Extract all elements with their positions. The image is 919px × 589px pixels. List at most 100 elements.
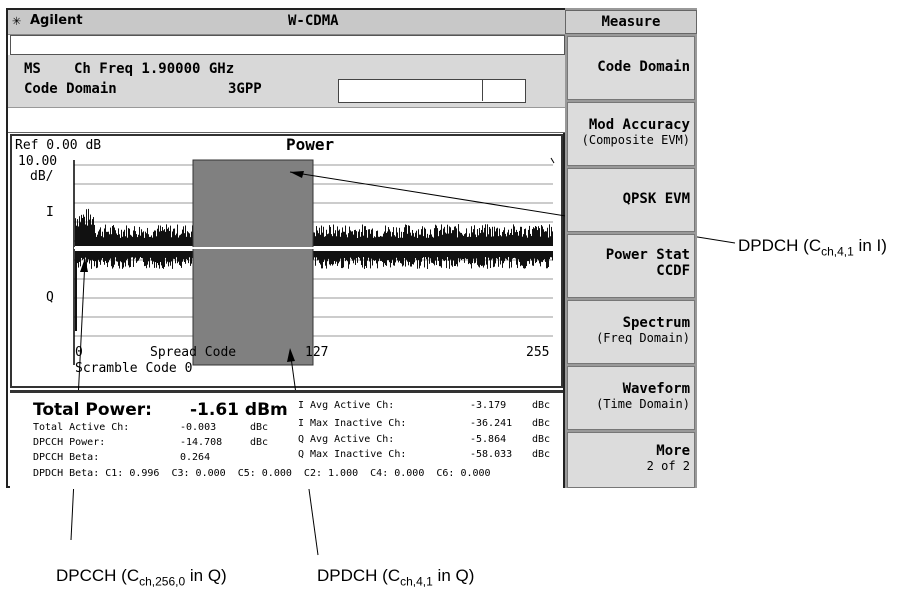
q-channel-bar: [128, 251, 129, 266]
q-channel-bar: [504, 251, 505, 262]
i-channel-bar: [439, 230, 440, 246]
i-channel-bar: [471, 226, 472, 246]
i-channel-bar: [360, 236, 361, 246]
softkey-more[interactable]: More 2 of 2: [567, 432, 695, 488]
i-channel-bar: [117, 234, 118, 246]
i-channel-bar: [535, 226, 536, 246]
q-channel-bar: [110, 251, 111, 259]
i-channel-bar: [152, 237, 153, 246]
q-channel-bar: [175, 251, 176, 264]
q-channel-bar: [364, 251, 365, 269]
q-channel-bar: [143, 251, 144, 262]
softkey-code-domain[interactable]: Code Domain: [567, 36, 695, 100]
q-channel-bar: [134, 251, 135, 259]
i-channel-bar: [158, 225, 159, 246]
q-channel-bar: [527, 251, 528, 262]
q-channel-bar: [458, 251, 459, 259]
q-channel-bar: [399, 251, 400, 261]
softkey-label: Power Stat: [605, 247, 690, 263]
q-channel-bar: [438, 251, 439, 261]
q-channel-bar: [544, 251, 545, 260]
q-channel-bar: [370, 251, 371, 269]
softkey-mod-accuracy[interactable]: Mod Accuracy (Composite EVM): [567, 102, 695, 166]
i-channel-bar: [432, 236, 433, 246]
q-channel-bar: [177, 251, 178, 264]
softkey-spectrum[interactable]: Spectrum (Freq Domain): [567, 300, 695, 364]
q-channel-bar: [529, 251, 530, 264]
i-channel-bar: [437, 228, 438, 246]
i-channel-bar: [333, 224, 334, 246]
i-channel-bar: [122, 236, 123, 246]
q-channel-bar: [469, 251, 470, 264]
i-channel-bar: [100, 227, 101, 246]
q-channel-bar: [392, 251, 393, 260]
x-end-label: 255: [526, 345, 550, 360]
i-channel-bar: [393, 227, 394, 246]
i-channel-bar: [337, 226, 338, 246]
i-channel-bar: [523, 234, 524, 246]
x-start-label: 0: [75, 345, 83, 360]
i-channel-bar: [476, 237, 477, 246]
q-channel-bar: [358, 251, 359, 258]
i-channel-bar: [543, 229, 544, 246]
q-channel-bar: [365, 251, 366, 267]
i-channel-bar: [109, 234, 110, 246]
i-channel-bar: [461, 232, 462, 246]
q-channel-bar: [497, 251, 498, 259]
q-channel-bar: [477, 251, 478, 265]
q-channel-bar: [460, 251, 461, 259]
i-channel-bar: [428, 237, 429, 246]
i-channel-bar: [371, 229, 372, 246]
i-channel-bar: [491, 236, 492, 246]
q-channel-bar: [151, 251, 152, 261]
q-channel-bar: [426, 251, 427, 260]
q-channel-bar: [519, 251, 520, 262]
i-channel-bar: [102, 231, 103, 246]
i-channel-bar: [418, 229, 419, 246]
i-channel-bar: [106, 231, 107, 246]
i-channel-bar: [341, 232, 342, 246]
q-channel-bar: [98, 251, 99, 260]
q-channel-bar: [429, 251, 430, 264]
q-channel-bar: [185, 251, 186, 264]
q-channel-bar: [526, 251, 527, 267]
i-channel-bar: [425, 228, 426, 246]
q-channel-bar: [94, 251, 95, 267]
agilent-logo-icon: ✳: [12, 11, 22, 29]
result-label: I Avg Active Ch:: [298, 400, 395, 411]
i-channel-bar: [386, 232, 387, 246]
softkey-power-stat[interactable]: Power Stat CCDF: [567, 234, 695, 298]
total-power-value: -1.61 dBm: [190, 400, 288, 420]
q-channel-bar: [349, 251, 350, 265]
i-channel-bar: [409, 225, 410, 246]
standard-label: 3GPP: [228, 81, 262, 97]
softkey-qpsk-evm[interactable]: QPSK EVM: [567, 168, 695, 232]
i-channel-bar: [164, 229, 165, 246]
i-channel-bar: [141, 229, 142, 246]
i-channel-bar: [517, 231, 518, 246]
result-label: Total Active Ch:: [33, 422, 130, 433]
i-channel-bar: [103, 237, 104, 246]
softkey-waveform[interactable]: Waveform (Time Domain): [567, 366, 695, 430]
i-channel-bar: [468, 236, 469, 246]
q-channel-bar: [325, 251, 326, 266]
i-channel-bar: [188, 232, 189, 246]
q-channel-bar: [475, 251, 476, 263]
q-channel-bar: [373, 251, 374, 260]
i-channel-bar: [381, 236, 382, 246]
q-channel-bar: [464, 251, 465, 263]
q-channel-bar: [321, 251, 322, 269]
i-channel-bar: [363, 235, 364, 246]
q-channel-bar: [331, 251, 332, 265]
q-channel-bar: [146, 251, 147, 269]
i-channel-bar: [387, 231, 388, 246]
i-channel-bar: [442, 234, 443, 246]
annotation-text: in I): [853, 236, 887, 255]
i-channel-bar: [378, 236, 379, 246]
i-channel-bar: [422, 226, 423, 246]
i-channel-bar: [121, 229, 122, 246]
i-channel-bar: [459, 231, 460, 246]
i-channel-bar: [546, 231, 547, 246]
q-channel-bar: [142, 251, 143, 259]
i-channel-bar: [135, 231, 136, 246]
